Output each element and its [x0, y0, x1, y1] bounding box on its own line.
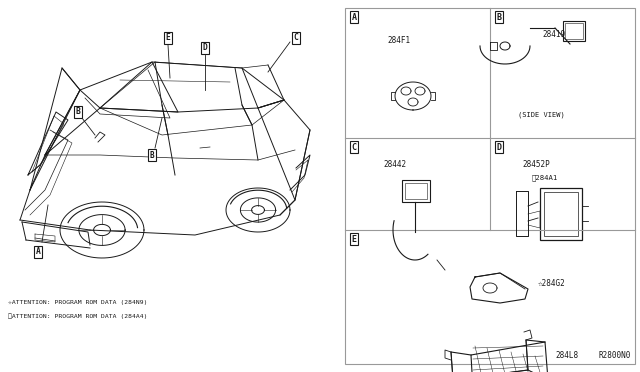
Text: 284F1: 284F1 — [387, 36, 410, 45]
Text: 28452P: 28452P — [522, 160, 550, 169]
Text: ☆284G2: ☆284G2 — [538, 279, 566, 288]
Text: ※284A1: ※284A1 — [532, 174, 558, 181]
Text: B: B — [150, 151, 154, 160]
Bar — [565, 23, 583, 39]
Text: B: B — [76, 108, 81, 116]
Text: 28419: 28419 — [542, 30, 565, 39]
Text: D: D — [203, 44, 207, 52]
Bar — [544, 192, 578, 236]
Text: C: C — [351, 142, 356, 151]
Text: 28442: 28442 — [383, 160, 406, 169]
Text: (SIDE VIEW): (SIDE VIEW) — [518, 112, 564, 118]
Text: A: A — [351, 13, 356, 22]
Text: E: E — [166, 33, 170, 42]
Bar — [405, 183, 427, 199]
Text: D: D — [497, 142, 502, 151]
Text: R2800N0: R2800N0 — [598, 351, 631, 360]
Text: B: B — [497, 13, 502, 22]
Text: ※ATTENTION: PROGRAM ROM DATA (284A4): ※ATTENTION: PROGRAM ROM DATA (284A4) — [8, 313, 147, 318]
Text: E: E — [351, 234, 356, 244]
Bar — [563, 21, 585, 41]
Text: A: A — [36, 247, 40, 257]
Bar — [402, 180, 430, 202]
Bar — [540, 188, 582, 240]
Text: C: C — [294, 33, 298, 42]
Text: ☆ATTENTION: PROGRAM ROM DATA (284N9): ☆ATTENTION: PROGRAM ROM DATA (284N9) — [8, 300, 147, 305]
Text: 284L8: 284L8 — [555, 350, 578, 359]
Bar — [345, 8, 635, 364]
